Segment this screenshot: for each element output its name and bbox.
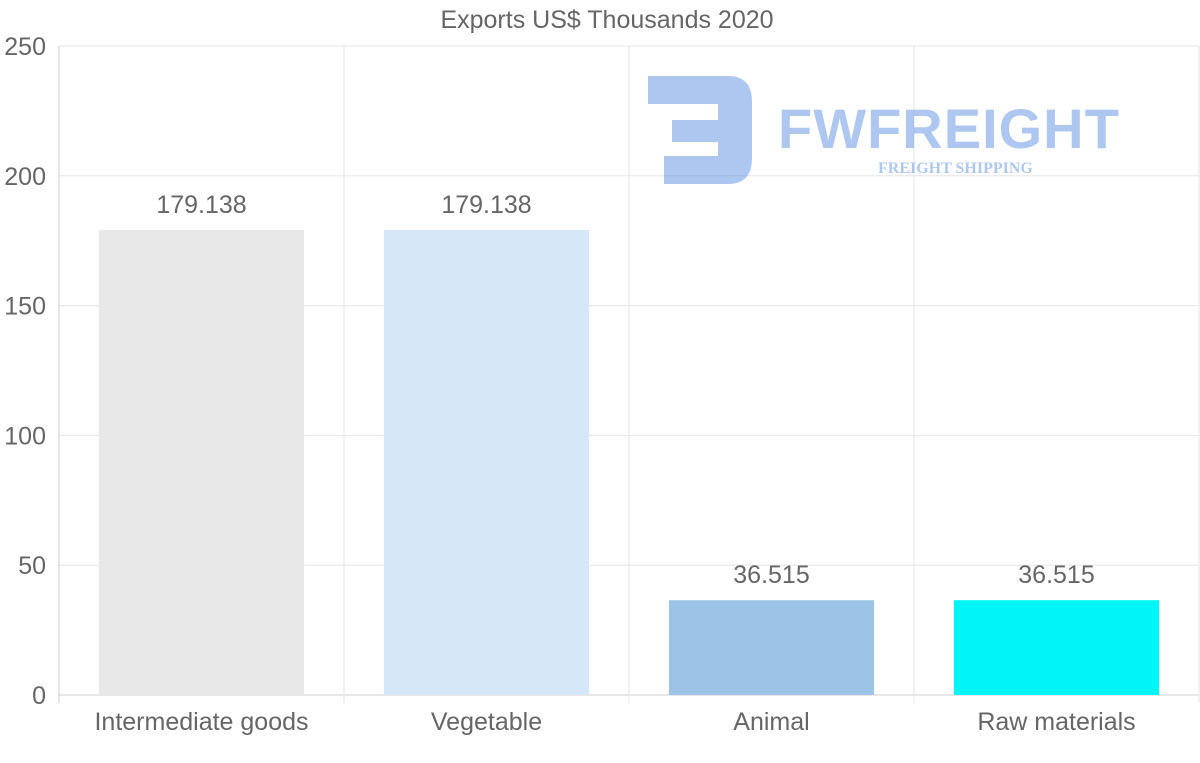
fwfreight-logo-icon xyxy=(648,76,752,184)
x-axis-ticks: Intermediate goods Vegetable Animal Raw mat… xyxy=(94,708,1135,736)
y-axis-ticks: 0 50 100 150 200 250 xyxy=(4,33,46,710)
x-tick-label: Intermediate goods xyxy=(94,708,308,736)
x-tick-label: Raw materials xyxy=(977,708,1135,736)
bar-raw-materials[interactable] xyxy=(953,600,1160,695)
bar-animal[interactable] xyxy=(668,600,875,695)
y-tick-label: 100 xyxy=(4,422,46,450)
watermark-subtitle: FREIGHT SHIPPING xyxy=(878,160,1033,177)
data-label: 36.515 xyxy=(1018,561,1094,589)
watermark-logo: FWFREIGHT FREIGHT SHIPPING xyxy=(644,72,1164,184)
bar-vegetable[interactable] xyxy=(383,229,590,695)
data-label: 179.138 xyxy=(441,191,531,219)
y-tick-label: 200 xyxy=(4,163,46,191)
x-tick-label: Vegetable xyxy=(431,708,542,736)
chart-title: Exports US$ Thousands 2020 xyxy=(440,6,774,34)
data-labels: 179.138 179.138 36.515 36.515 xyxy=(156,191,1094,589)
y-tick-label: 250 xyxy=(4,33,46,61)
bar-intermediate-goods[interactable] xyxy=(98,229,305,695)
y-tick-label: 50 xyxy=(18,552,46,580)
x-tick-label: Animal xyxy=(733,708,809,736)
watermark-name: FWFREIGHT xyxy=(778,97,1120,160)
data-label: 36.515 xyxy=(733,561,809,589)
y-tick-label: 0 xyxy=(32,682,46,710)
y-tick-label: 150 xyxy=(4,293,46,321)
data-label: 179.138 xyxy=(156,191,246,219)
bars xyxy=(98,229,1160,695)
